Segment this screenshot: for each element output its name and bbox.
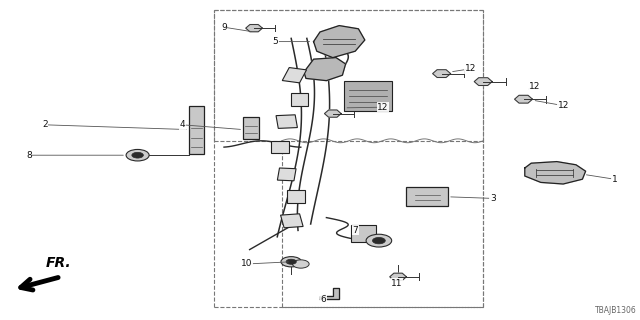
Circle shape: [126, 149, 149, 161]
Polygon shape: [525, 162, 586, 184]
Bar: [282, 68, 307, 83]
Text: 5: 5: [273, 37, 278, 46]
Bar: [291, 93, 308, 106]
Circle shape: [366, 234, 392, 247]
Polygon shape: [320, 288, 339, 299]
Polygon shape: [304, 58, 346, 81]
Circle shape: [281, 257, 301, 267]
Text: 8: 8: [26, 151, 31, 160]
Text: 6: 6: [321, 295, 326, 304]
Text: 7: 7: [353, 226, 358, 235]
Bar: [351, 225, 376, 243]
Polygon shape: [390, 273, 406, 280]
Text: 12: 12: [377, 103, 388, 112]
Bar: [243, 117, 259, 139]
Polygon shape: [515, 95, 532, 103]
Text: FR.: FR.: [46, 256, 72, 270]
Bar: [277, 168, 296, 181]
Text: 3: 3: [490, 194, 495, 203]
Circle shape: [372, 237, 385, 244]
Polygon shape: [324, 110, 341, 117]
Text: 9: 9: [221, 23, 227, 32]
Polygon shape: [314, 26, 365, 58]
Text: 12: 12: [529, 82, 540, 91]
Bar: [287, 190, 305, 203]
Bar: [189, 106, 204, 154]
Polygon shape: [474, 78, 492, 85]
Bar: [344, 81, 392, 111]
Circle shape: [286, 259, 296, 264]
Text: TBAJB1306: TBAJB1306: [595, 306, 637, 315]
Bar: [406, 187, 448, 206]
Text: 1: 1: [612, 175, 617, 184]
Circle shape: [132, 152, 143, 158]
Bar: [280, 214, 303, 228]
Bar: [271, 141, 289, 153]
Text: 12: 12: [557, 101, 569, 110]
Polygon shape: [246, 25, 262, 32]
Bar: [276, 115, 298, 128]
Text: 10: 10: [241, 260, 252, 268]
Polygon shape: [433, 70, 451, 77]
Text: 11: 11: [391, 279, 403, 288]
Text: 12: 12: [465, 64, 476, 73]
Text: 4: 4: [180, 120, 185, 129]
Text: 2: 2: [42, 120, 47, 129]
Circle shape: [292, 260, 309, 268]
